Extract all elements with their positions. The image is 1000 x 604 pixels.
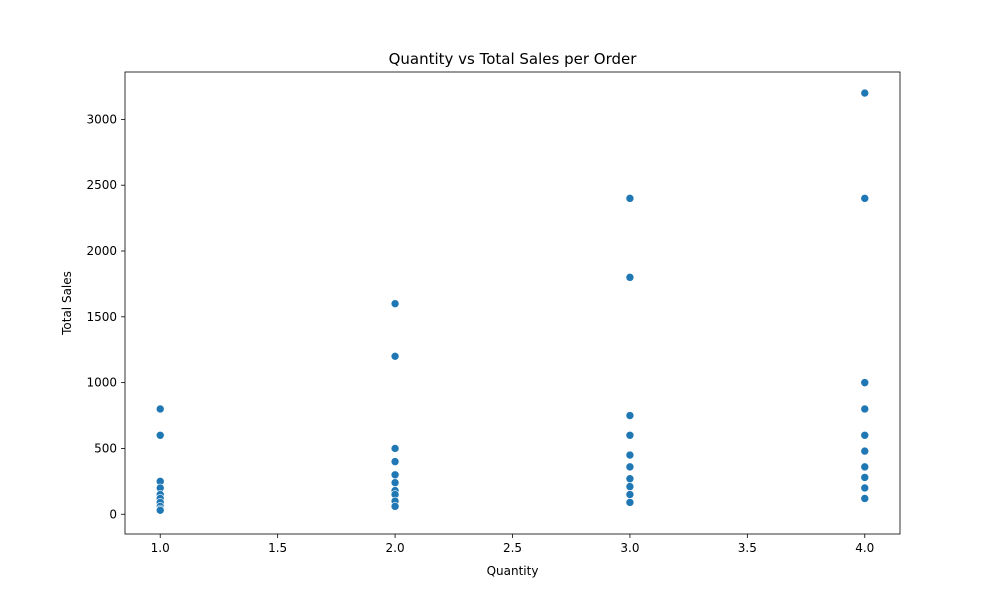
data-point bbox=[860, 88, 870, 98]
data-point bbox=[155, 404, 165, 414]
y-tick-label: 500 bbox=[94, 441, 117, 455]
plot-frame bbox=[124, 71, 901, 535]
x-tick-label: 3.0 bbox=[620, 541, 639, 555]
x-tick-label: 2.0 bbox=[386, 541, 405, 555]
y-tick-label: 1000 bbox=[86, 376, 117, 390]
data-point bbox=[860, 473, 870, 482]
x-axis-ticks: 1.0 1.5 2.0 2.5 3.0 3.5 4.0 bbox=[151, 534, 874, 555]
data-point bbox=[625, 490, 635, 499]
y-tick-label: 3000 bbox=[86, 112, 117, 126]
data-point bbox=[390, 444, 400, 453]
x-axis-label: Quantity bbox=[487, 564, 539, 578]
data-point bbox=[390, 352, 400, 361]
x-tick-label: 4.0 bbox=[855, 541, 874, 555]
data-point bbox=[625, 482, 635, 491]
data-point bbox=[860, 378, 870, 387]
data-point bbox=[390, 478, 400, 487]
y-tick-label: 2500 bbox=[86, 178, 117, 192]
chart-title: Quantity vs Total Sales per Order bbox=[389, 50, 638, 68]
data-point bbox=[860, 483, 870, 493]
data-point bbox=[625, 450, 635, 460]
data-point bbox=[860, 494, 870, 503]
data-point bbox=[860, 430, 870, 440]
y-tick-label: 0 bbox=[109, 507, 117, 521]
data-point bbox=[860, 404, 870, 414]
data-point bbox=[625, 474, 635, 484]
data-point bbox=[625, 462, 635, 472]
x-tick-label: 2.5 bbox=[503, 541, 522, 555]
y-axis-ticks: 0 500 1000 1500 2000 2500 3000 bbox=[86, 112, 125, 521]
data-point bbox=[390, 299, 400, 308]
x-tick-label: 3.5 bbox=[738, 541, 757, 555]
data-point bbox=[155, 430, 165, 440]
x-tick-label: 1.5 bbox=[268, 541, 287, 555]
data-point bbox=[625, 411, 635, 420]
data-point bbox=[625, 273, 635, 282]
data-point bbox=[390, 502, 400, 511]
data-point bbox=[860, 446, 870, 456]
data-point bbox=[625, 430, 635, 440]
data-points bbox=[155, 88, 870, 515]
x-tick-label: 1.0 bbox=[151, 541, 170, 555]
y-tick-label: 1500 bbox=[86, 310, 117, 324]
data-point bbox=[860, 462, 870, 472]
data-point bbox=[860, 194, 870, 203]
y-tick-label: 2000 bbox=[86, 244, 117, 258]
data-point bbox=[155, 506, 165, 515]
data-point bbox=[625, 498, 635, 507]
data-point bbox=[625, 194, 635, 203]
data-point bbox=[390, 470, 400, 480]
y-axis-label: Total Sales bbox=[60, 271, 74, 336]
data-point bbox=[390, 457, 400, 466]
